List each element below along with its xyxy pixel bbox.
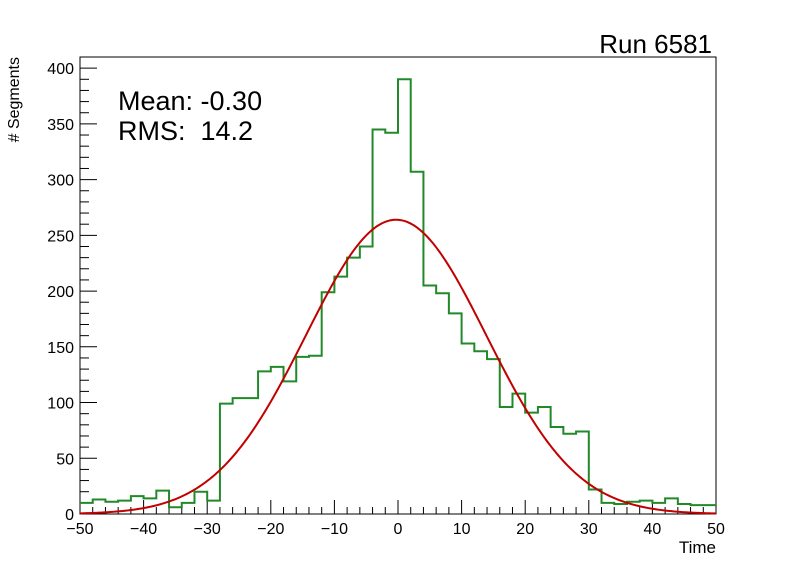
y-tick-label: 400 <box>47 61 74 78</box>
x-tick-label: 20 <box>516 521 534 538</box>
stat-rms-label: RMS: 14.2 <box>118 116 253 146</box>
y-tick-label: 0 <box>65 507 74 524</box>
axis-ticks <box>79 56 717 515</box>
stat-mean-label: Mean: -0.30 <box>118 86 262 116</box>
axis-tick-labels: −50 −40 −30 −20 −10 0 10 20 30 40 50 0 50 100 150 200 25… <box>47 61 725 538</box>
x-tick-label: 40 <box>644 521 662 538</box>
y-tick-label: 350 <box>47 117 74 134</box>
x-tick-label: 30 <box>580 521 598 538</box>
chart-title: Run 6581 <box>599 29 712 59</box>
x-tick-label: −20 <box>257 521 284 538</box>
y-tick-label: 150 <box>47 340 74 357</box>
x-axis-label: Time <box>679 538 716 557</box>
y-tick-label: 100 <box>47 396 74 413</box>
y-tick-label: 200 <box>47 284 74 301</box>
x-tick-label: −40 <box>130 521 157 538</box>
x-tick-label: 0 <box>394 521 403 538</box>
y-tick-label: 50 <box>56 451 74 468</box>
x-tick-label: −30 <box>194 521 221 538</box>
histogram-bars <box>80 78 716 509</box>
gaussian-fit-curve <box>79 218 717 515</box>
y-tick-label: 250 <box>47 228 74 245</box>
x-tick-label: 50 <box>707 521 725 538</box>
x-tick-label: 10 <box>453 521 471 538</box>
y-axis-label: # Segments <box>6 57 23 142</box>
x-tick-label: −50 <box>66 521 93 538</box>
y-tick-label: 300 <box>47 173 74 190</box>
x-tick-label: −10 <box>321 521 348 538</box>
